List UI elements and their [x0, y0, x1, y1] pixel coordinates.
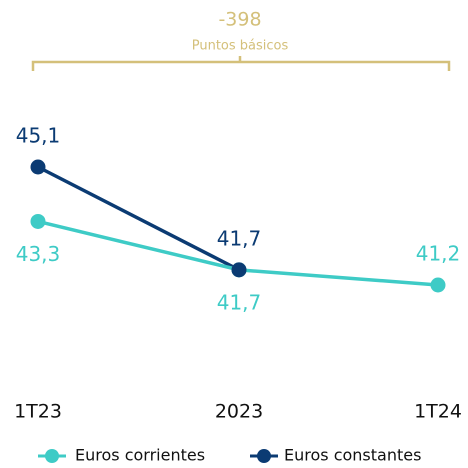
data-label: 41,2: [416, 242, 461, 266]
annotation-label: Puntos básicos: [192, 39, 289, 54]
point: [30, 159, 46, 175]
legend-label: Euros constantes: [284, 446, 421, 465]
data-label: 41,7: [217, 226, 262, 250]
data-label: 45,1: [16, 124, 61, 148]
point: [430, 277, 446, 293]
x-tick-label: 2023: [215, 401, 263, 423]
legend-swatch: [257, 449, 271, 463]
annotation-value: -398: [218, 9, 261, 31]
data-label: 43,3: [16, 242, 61, 266]
legend-label: Euros corrientes: [75, 446, 205, 465]
point: [30, 213, 46, 229]
legend-swatch: [45, 449, 59, 463]
data-label: 41,7: [217, 290, 262, 314]
x-tick-label: 1T23: [14, 401, 62, 423]
series-line: [37, 165, 240, 272]
x-tick-label: 1T24: [414, 401, 462, 423]
point: [231, 262, 247, 278]
bracket: [31, 56, 451, 71]
